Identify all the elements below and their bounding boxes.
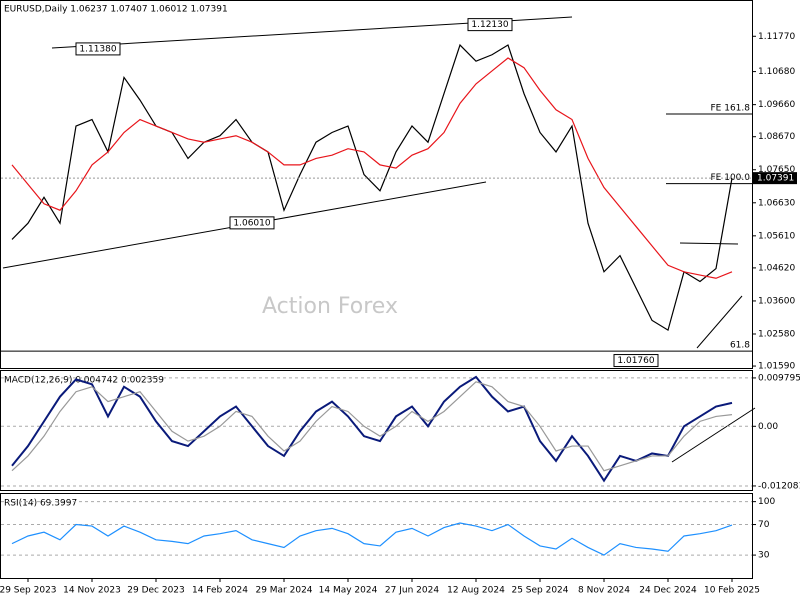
y-tick-label: 100 [758,497,775,507]
y-tick-label: 1.10680 [758,67,795,77]
x-tick-label: 10 Feb 2025 [704,586,760,596]
x-tick-label: 12 Aug 2024 [447,586,505,596]
series-line [11,381,733,472]
y-tick-label: 1.02580 [758,329,795,339]
series-line [11,57,733,279]
x-tick-label: 25 Sep 2024 [511,586,568,596]
x-tick-label: 29 Dec 2023 [127,586,185,596]
y-tick-label: 0.009795 [758,373,800,383]
rsi-panel [0,493,753,579]
y-tick-label: 1.03600 [758,296,795,306]
level-label: 61.8 [730,341,750,351]
y-tick-label: 1.05610 [758,231,795,241]
annotation-label: 1.01760 [617,356,654,366]
annotation-box [613,354,659,368]
annotation-label: 1.11380 [79,44,116,54]
macd-panel [0,370,753,491]
y-tick-label: 1.08670 [758,132,795,142]
trendline [696,295,743,349]
x-tick-label: 29 Sep 2023 [0,586,57,596]
series-line [11,522,733,556]
annotation-label: 1.12130 [471,20,508,30]
x-tick-label: 14 Nov 2023 [63,586,121,596]
rsi-title: RSI(14) 69.3997 [4,499,77,509]
annotation-box [229,216,275,230]
x-tick-label: 27 Jun 2024 [385,586,439,596]
price-panel [0,0,753,369]
trendline [679,242,739,245]
x-tick-label: 14 Feb 2024 [192,586,248,596]
x-tick-label: 8 Nov 2024 [578,586,630,596]
y-tick-label: 1.06630 [758,198,795,208]
y-tick-label: 1.07650 [758,165,795,175]
y-tick-label: 70 [758,520,770,530]
x-tick-label: 29 Mar 2024 [255,586,312,596]
x-tick-label: 14 May 2024 [319,586,378,596]
annotation-label: 1.06010 [233,218,270,228]
series-line [11,43,733,332]
annotation-box [75,42,121,56]
macd-title: MACD(12,26,9) 0.004742 0.002359 [4,376,164,386]
y-tick-label: 1.11770 [758,32,795,42]
current-price-label: 1.07391 [757,174,794,184]
y-tick-label: 1.09660 [758,100,795,110]
trendline [671,407,756,463]
y-tick-label: 30 [758,551,770,561]
price-title: EURUSD,Daily 1.06237 1.07407 1.06012 1.0… [4,5,228,15]
level-label: FE 161.8 [711,104,751,114]
y-tick-label: 1.01590 [758,362,795,372]
y-tick-label: 0.00 [758,422,778,432]
x-tick-label: 24 Dec 2024 [639,586,697,596]
annotation-box [467,18,513,32]
y-tick-label: 1.04620 [758,263,795,273]
y-tick-label: -0.012081 [758,481,800,491]
watermark: Action Forex [262,294,398,319]
current-price-box [753,172,797,185]
